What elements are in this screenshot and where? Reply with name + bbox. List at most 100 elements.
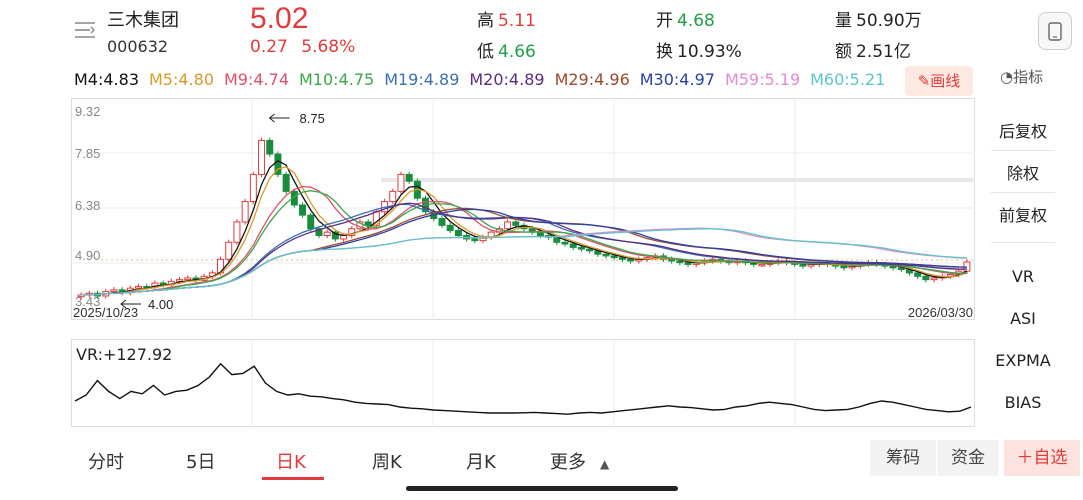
ma-item: M59:5.19 <box>724 70 801 89</box>
ma-item: M19:4.89 <box>384 70 460 89</box>
candle-body <box>627 258 635 262</box>
ma-item: M29:4.96 <box>554 70 630 89</box>
tab-more[interactable]: 更多 ▲ <box>550 452 610 473</box>
candle-body <box>184 277 192 281</box>
candle-body <box>676 260 684 264</box>
indicator-asi[interactable]: ASI <box>1010 309 1036 328</box>
watermark-band <box>381 178 975 182</box>
candle-body <box>914 272 922 277</box>
pencil-icon: ✎ <box>917 72 931 90</box>
candle-body <box>315 228 323 237</box>
right-panel: 后复权 除权 前复权 VR ASI EXPMA BIAS <box>985 96 1061 426</box>
candle-body <box>758 263 766 267</box>
funds-button[interactable]: 资金 <box>937 440 999 476</box>
candle-body <box>602 253 610 257</box>
home-indicator <box>406 486 678 491</box>
period-tabs: 分时 5日 日K 周K 月K 更多 ▲ <box>0 440 1083 480</box>
candle-body <box>610 255 618 259</box>
stat-open: 开 4.68 <box>656 11 715 31</box>
candle-body <box>282 173 290 192</box>
stock-code: 000632 <box>107 37 169 56</box>
candle-body <box>176 279 184 282</box>
candle-body <box>405 173 413 182</box>
stock-name: 三木集团 <box>107 10 179 31</box>
candle-body <box>258 139 266 175</box>
candle-body <box>512 221 520 226</box>
candle-body <box>389 190 397 203</box>
vr-chart[interactable] <box>71 339 975 427</box>
candle-body <box>348 228 356 237</box>
ma-item: M30:4.97 <box>639 70 715 89</box>
tab-minute[interactable]: 分时 <box>88 452 124 473</box>
candle-body <box>446 224 454 231</box>
tab-month-k[interactable]: 月K <box>466 452 496 473</box>
candle-body <box>922 275 930 281</box>
ma-legend: M4:4.83 M5:4.80 M9:4.74 M10:4.75 M19:4.89 M20… <box>74 70 895 89</box>
ma-item: M20:4.89 <box>469 70 545 89</box>
ma-line <box>81 228 967 296</box>
candle-body <box>897 267 905 270</box>
tab-day-k[interactable]: 日K <box>276 452 306 473</box>
candle-body <box>577 246 585 250</box>
candle-body <box>930 277 938 281</box>
tab-week-k[interactable]: 周K <box>372 452 402 473</box>
indicator-button[interactable]: ◔指标 <box>1000 68 1044 86</box>
candle-body <box>471 238 479 242</box>
draw-line-button[interactable]: ✎画线 <box>905 66 973 96</box>
stat-high: 高 5.11 <box>477 11 536 31</box>
adjust-none[interactable]: 除权 <box>1006 164 1039 183</box>
ma-item: M9:4.74 <box>224 70 289 89</box>
candle-body <box>684 262 692 265</box>
date-start: 2025/10/23 <box>73 305 138 320</box>
indicator-expma[interactable]: EXPMA <box>995 351 1051 370</box>
candle-body <box>299 204 307 216</box>
y-tick-label: 7.85 <box>75 146 100 161</box>
candle-body <box>561 241 569 245</box>
adjust-forward[interactable]: 前复权 <box>998 206 1047 225</box>
candle-body <box>225 241 233 260</box>
current-price: 5.02 <box>250 2 309 35</box>
ma-line <box>81 185 967 296</box>
min-label: 4.00 <box>148 297 173 312</box>
candle-body <box>586 248 594 252</box>
indicator-vr[interactable]: VR <box>1011 267 1035 286</box>
candle-body <box>668 258 676 262</box>
max-label: 8.75 <box>300 111 325 126</box>
date-end: 2026/03/30 <box>908 305 973 320</box>
candle-body <box>135 285 143 289</box>
candle-body <box>249 173 257 203</box>
phone-icon[interactable] <box>1038 12 1072 50</box>
ma-item: M10:4.75 <box>299 70 375 89</box>
candle-body <box>331 231 339 240</box>
candle-body <box>266 139 274 155</box>
candle-body <box>274 153 282 175</box>
active-tab-indicator <box>262 477 324 480</box>
ma-item: M4:4.83 <box>74 70 139 89</box>
ma-item: M5:4.80 <box>149 70 214 89</box>
y-tick-label: 6.38 <box>75 198 100 213</box>
candle-body <box>946 274 954 277</box>
candle-body <box>454 229 462 237</box>
indicator-bias[interactable]: BIAS <box>1004 393 1042 412</box>
min-arrow-head <box>120 299 127 309</box>
candle-body <box>569 243 577 248</box>
adjust-back[interactable]: 后复权 <box>998 122 1047 141</box>
stat-amount: 额 2.51亿 <box>835 42 911 62</box>
change-pct: 5.68% <box>301 37 356 57</box>
candle-body <box>618 257 626 260</box>
max-arrow-head <box>268 113 275 123</box>
gauge-icon: ◔ <box>1000 68 1014 86</box>
chips-button[interactable]: 筹码 <box>870 440 936 476</box>
tab-5day[interactable]: 5日 <box>186 452 216 473</box>
price-change: 0.27 5.68% <box>250 37 355 57</box>
stat-volume: 量 50.90万 <box>835 11 922 31</box>
add-watchlist-button[interactable]: ＋自选 <box>1004 440 1080 476</box>
candle-body <box>840 265 848 269</box>
candle-body <box>504 221 512 230</box>
candle-body <box>110 289 118 293</box>
ma-item: M60:5.21 <box>810 70 886 89</box>
vr-line <box>74 362 972 415</box>
vr-label: VR:+127.92 <box>76 345 173 364</box>
menu-icon[interactable] <box>74 20 96 40</box>
